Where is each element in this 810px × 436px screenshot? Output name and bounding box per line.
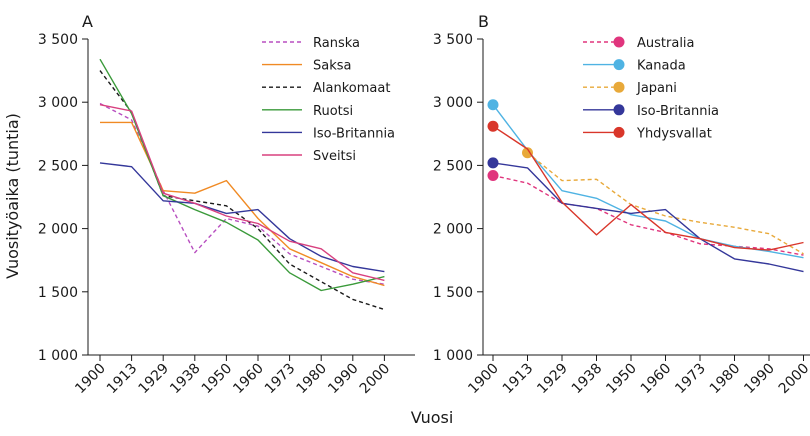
- pb-y-tick-label: 3 500: [433, 32, 473, 48]
- pb-x-tick-label: 1929: [534, 361, 571, 398]
- pb-series-marker-japani: [522, 147, 533, 159]
- pa-legend-label-sveitsi: Sveitsi: [313, 149, 356, 164]
- pa-series-line-ranska: [99, 102, 385, 285]
- pb-series-line-yhdysvallat: [492, 125, 804, 251]
- pa-x-tick-label: 1950: [199, 361, 236, 398]
- pa-x-tick-label: 1980: [294, 361, 331, 398]
- pa-y-tick-label: 1 000: [38, 348, 78, 364]
- pa-x-tick-label: 1929: [136, 361, 173, 398]
- pb-series-line-iso-britannia: [492, 162, 804, 273]
- pb-legend-marker-kanada: [613, 59, 625, 71]
- pb-legend-label-kanada: Kanada: [637, 59, 686, 74]
- pa-series-line-ruotsi: [99, 58, 385, 292]
- pa-legend-label-ranska: Ranska: [313, 36, 360, 51]
- pa-y-tick-label: 1 500: [38, 285, 78, 301]
- pa-y-tick-label: 2 500: [38, 158, 78, 174]
- pb-series-marker-yhdysvallat: [487, 120, 499, 132]
- pa-x-tick-label: 2000: [357, 361, 394, 398]
- pa-x-tick-label: 1938: [167, 361, 204, 398]
- pa-y-tick-label: 3 000: [38, 95, 78, 111]
- pa-legend-label-saksa: Saksa: [313, 59, 352, 74]
- pb-legend-label-australia: Australia: [637, 36, 695, 51]
- pb-x-tick-label: 2000: [776, 361, 810, 398]
- y-axis-title: Vuosityöaika (tuntia): [3, 113, 22, 279]
- pb-x-tick-label: 1960: [638, 361, 675, 398]
- pb-y-tick-label: 2 500: [433, 158, 473, 174]
- pb-legend-label-japani: Japani: [636, 81, 677, 96]
- pb-x-tick-label: 1973: [672, 361, 709, 398]
- pa-series-line-saksa: [100, 121, 385, 287]
- pa-series-line-sveitsi: [99, 104, 385, 282]
- pb-y-tick-label: 1 000: [433, 348, 473, 364]
- panel-label-b: B: [478, 12, 489, 31]
- pb-x-tick-label: 1980: [707, 361, 744, 398]
- pa-legend-label-alankomaat: Alankomaat: [313, 81, 390, 96]
- pb-y-tick-label: 2 000: [433, 222, 473, 238]
- pb-series-line-australia: [492, 174, 804, 256]
- panel-label-a: A: [82, 12, 93, 31]
- pb-legend-marker-iso-britannia: [613, 104, 625, 116]
- pb-legend-marker-yhdysvallat: [613, 126, 625, 138]
- pb-series-marker-kanada: [487, 99, 499, 111]
- pb-series-line-japani: [527, 152, 804, 255]
- pb-y-tick-label: 1 500: [433, 285, 473, 301]
- pb-x-tick-label: 1900: [465, 361, 502, 398]
- pa-x-tick-label: 1960: [230, 361, 267, 398]
- pa-x-tick-label: 1913: [104, 361, 141, 398]
- pb-series-marker-iso-britannia: [487, 157, 499, 169]
- pa-x-tick-label: 1973: [262, 361, 299, 398]
- pb-legend-marker-australia: [613, 36, 625, 48]
- pa-legend-label-iso-britannia: Iso-Britannia: [313, 126, 395, 141]
- pb-x-tick-label: 1913: [500, 361, 537, 398]
- pb-legend-marker-japani: [613, 81, 625, 93]
- pb-x-tick-label: 1938: [569, 361, 606, 398]
- pa-legend-label-ruotsi: Ruotsi: [313, 104, 353, 119]
- pb-legend-label-iso-britannia: Iso-Britannia: [637, 104, 719, 119]
- pb-y-tick-label: 3 000: [433, 95, 473, 111]
- x-axis-title: Vuosi: [411, 408, 454, 427]
- pb-x-tick-label: 1990: [741, 361, 778, 398]
- pb-x-tick-label: 1950: [603, 361, 640, 398]
- pb-series-marker-australia: [487, 170, 499, 182]
- pb-legend-label-yhdysvallat: Yhdysvallat: [636, 126, 712, 141]
- pa-y-tick-label: 3 500: [38, 32, 78, 48]
- pa-x-tick-label: 1990: [325, 361, 362, 398]
- pa-y-tick-label: 2 000: [38, 222, 78, 238]
- pa-series-line-alankomaat: [99, 70, 385, 311]
- pa-x-tick-label: 1900: [72, 361, 109, 398]
